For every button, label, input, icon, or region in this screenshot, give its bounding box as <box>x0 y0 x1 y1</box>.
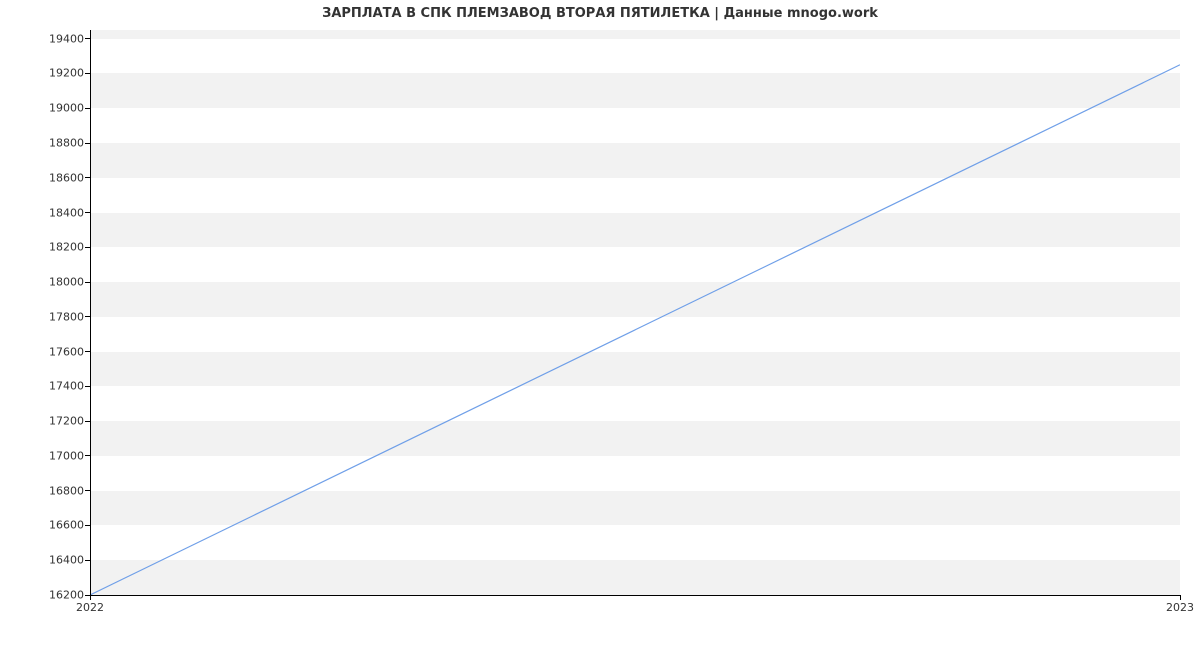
line-layer <box>90 30 1180 595</box>
y-tick-label: 17200 <box>49 415 90 428</box>
y-tick-label: 16600 <box>49 519 90 532</box>
y-tick-label: 19400 <box>49 32 90 45</box>
series-salary <box>90 65 1180 595</box>
y-tick-label: 18000 <box>49 276 90 289</box>
salary-chart: ЗАРПЛАТА В СПК ПЛЕМЗАВОД ВТОРАЯ ПЯТИЛЕТК… <box>0 0 1200 650</box>
y-tick-label: 16400 <box>49 554 90 567</box>
plot-area: 1620016400166001680017000172001740017600… <box>90 30 1180 595</box>
y-tick-label: 19000 <box>49 102 90 115</box>
y-tick-label: 19200 <box>49 67 90 80</box>
x-tick-label: 2023 <box>1166 595 1194 614</box>
y-tick-label: 18800 <box>49 137 90 150</box>
y-tick-label: 17600 <box>49 345 90 358</box>
y-tick-label: 17000 <box>49 449 90 462</box>
y-tick-label: 18400 <box>49 206 90 219</box>
x-axis <box>90 595 1180 596</box>
y-tick-label: 18200 <box>49 241 90 254</box>
x-tick-label: 2022 <box>76 595 104 614</box>
y-tick-label: 16800 <box>49 484 90 497</box>
y-tick-label: 18600 <box>49 171 90 184</box>
y-tick-label: 17800 <box>49 310 90 323</box>
y-tick-label: 17400 <box>49 380 90 393</box>
chart-title: ЗАРПЛАТА В СПК ПЛЕМЗАВОД ВТОРАЯ ПЯТИЛЕТК… <box>0 6 1200 21</box>
